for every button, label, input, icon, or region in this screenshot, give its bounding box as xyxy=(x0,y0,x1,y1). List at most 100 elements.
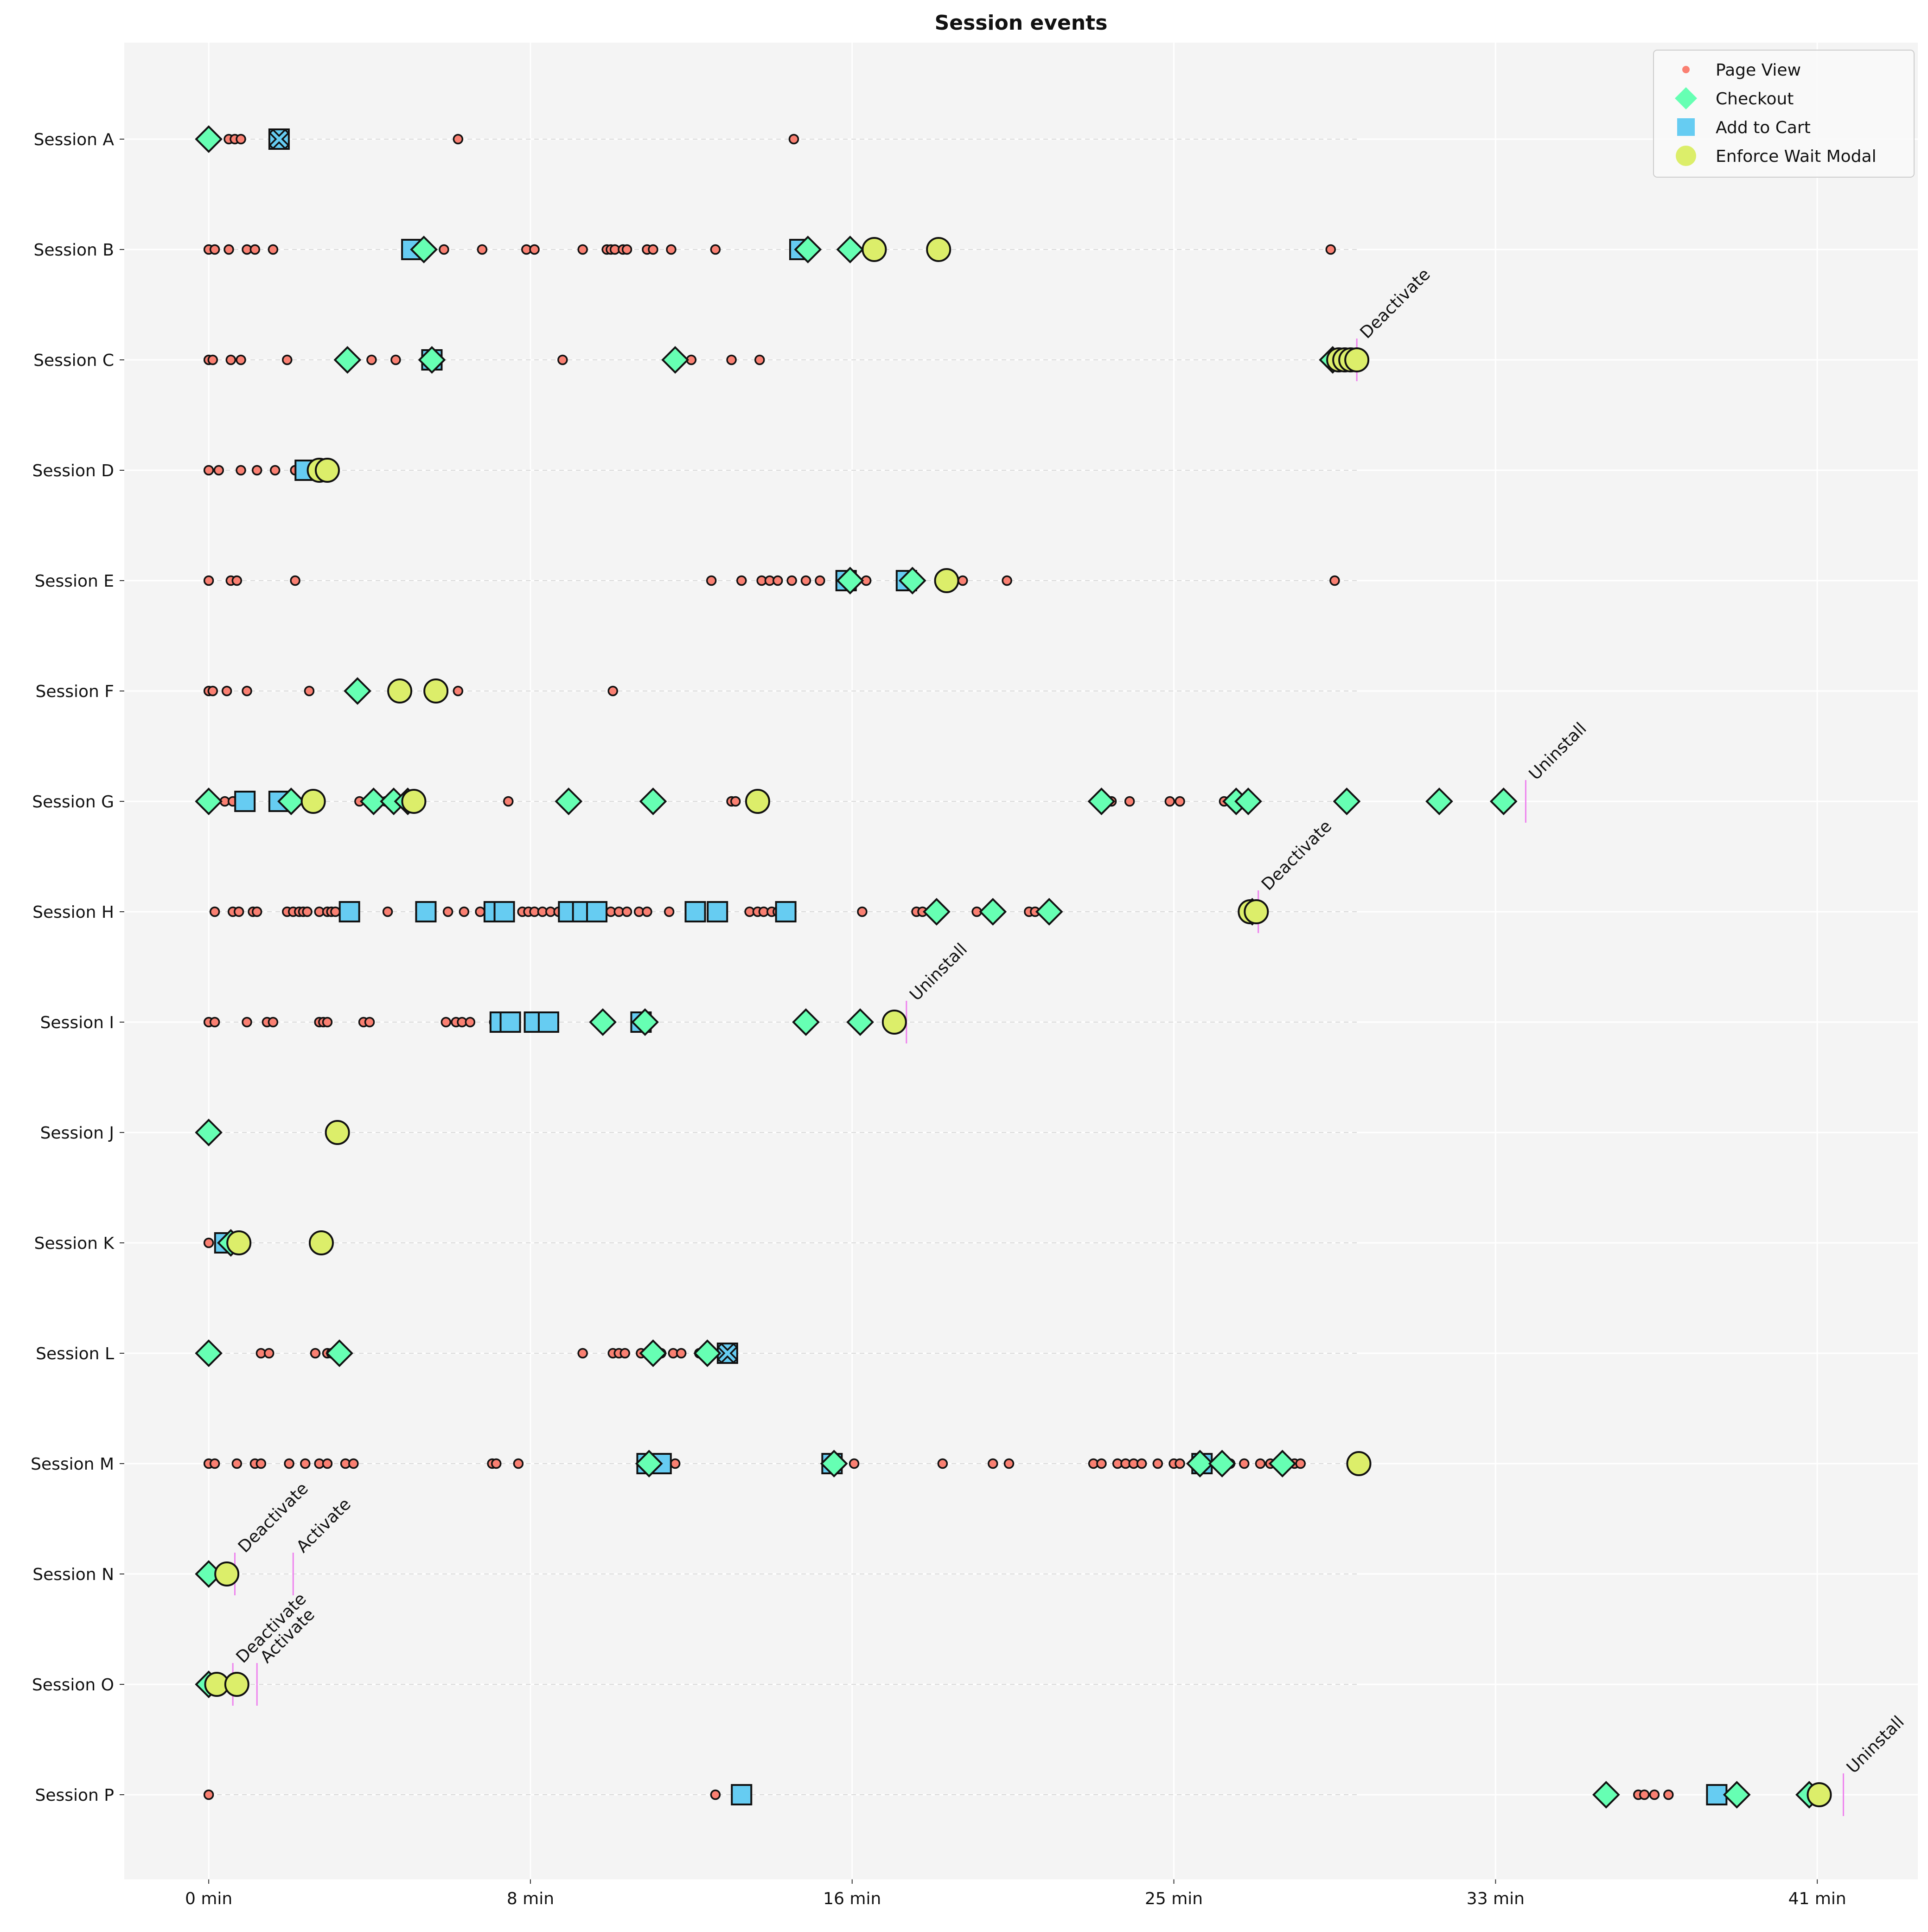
enforce-wait-modal-marker xyxy=(1244,899,1269,924)
page-view-marker xyxy=(706,575,717,586)
page-view-marker xyxy=(268,1017,279,1028)
page-view-marker xyxy=(577,244,588,255)
page-view-marker xyxy=(1002,575,1012,586)
page-view-marker xyxy=(221,685,232,697)
page-view-marker xyxy=(730,796,741,807)
page-view-marker xyxy=(290,575,300,586)
legend: Page View Checkout Add to Cart Enforce Wait… xyxy=(1653,50,1915,178)
checkout-marker xyxy=(836,236,864,263)
add-to-cart-marker xyxy=(586,901,608,922)
page-view-marker xyxy=(251,906,262,917)
legend-box xyxy=(1653,50,1915,178)
checkout-marker xyxy=(899,567,926,595)
add-to-cart-marker xyxy=(338,901,360,922)
page-view-marker xyxy=(676,1348,687,1359)
page-view-marker xyxy=(348,1458,359,1469)
checkout-marker xyxy=(410,236,438,263)
session-label: Session B xyxy=(34,241,115,260)
page-view-marker xyxy=(1255,1458,1266,1469)
cancel-marker xyxy=(717,1343,738,1364)
checkout-marker xyxy=(1186,1450,1214,1478)
page-view-marker xyxy=(1152,1458,1163,1469)
checkout-marker xyxy=(344,677,371,705)
page-view-marker xyxy=(1325,244,1336,255)
checkout-marker xyxy=(792,1008,820,1036)
add-to-cart-marker xyxy=(707,901,728,922)
checkout-marker xyxy=(1234,787,1262,815)
checkout-marker xyxy=(979,898,1007,926)
page-view-marker xyxy=(442,906,453,917)
session-label: Session F xyxy=(35,682,114,701)
session-label: Session H xyxy=(32,903,114,922)
checkout-marker xyxy=(836,567,864,595)
session-label: Session O xyxy=(32,1676,114,1695)
checkout-marker xyxy=(1333,787,1361,815)
add-to-cart-marker xyxy=(234,791,256,812)
page-view-marker xyxy=(1639,1789,1650,1800)
checkout-marker xyxy=(195,787,223,815)
cancel-marker xyxy=(268,128,290,150)
page-view-marker xyxy=(815,575,825,586)
chart-title: Session events xyxy=(935,11,1108,35)
y-axis: Session A Session B Session C Session D Sess… xyxy=(31,130,124,1805)
page-view-marker xyxy=(529,244,540,255)
page-view-marker xyxy=(268,244,279,255)
page-view-marker xyxy=(366,354,377,365)
checkout-marker xyxy=(333,346,362,374)
page-view-marker xyxy=(439,244,449,255)
page-view-marker xyxy=(390,354,401,365)
legend-label: Page View xyxy=(1716,61,1801,80)
enforce-wait-modal-marker xyxy=(934,568,959,593)
x-tick-label: 16 min xyxy=(823,1889,881,1908)
page-view-marker xyxy=(1295,1458,1306,1469)
page-view-marker xyxy=(249,244,261,255)
page-view-marker xyxy=(513,1458,524,1469)
enforce-wait-modal-marker xyxy=(226,1230,252,1255)
page-view-marker xyxy=(223,244,234,255)
page-view-marker xyxy=(459,906,470,917)
page-view-marker xyxy=(284,1458,294,1469)
page-view-marker xyxy=(281,354,293,365)
add-to-cart-marker xyxy=(537,1011,559,1033)
page-view-marker xyxy=(203,1789,214,1800)
plot-area xyxy=(124,43,1918,1879)
page-view-marker xyxy=(242,1017,252,1028)
page-view-marker xyxy=(788,134,799,145)
page-view-marker xyxy=(710,244,721,255)
page-view-marker xyxy=(203,575,214,586)
page-view-marker xyxy=(1124,796,1135,807)
checkout-marker xyxy=(635,1450,663,1478)
page-view-marker xyxy=(1175,796,1185,807)
session-label: Session G xyxy=(32,793,114,812)
legend-label: Checkout xyxy=(1716,90,1794,109)
page-view-marker xyxy=(209,906,220,917)
page-view-marker xyxy=(710,1789,721,1800)
page-view-marker xyxy=(619,1348,630,1359)
checkout-marker xyxy=(820,1450,848,1478)
page-view-marker xyxy=(491,1458,502,1469)
checkout-marker xyxy=(1087,787,1116,815)
page-view-marker xyxy=(263,1348,275,1359)
page-view-marker xyxy=(304,685,315,697)
checkout-marker xyxy=(359,787,388,815)
checkout-marker xyxy=(1268,1450,1296,1478)
add-to-cart-marker xyxy=(493,901,515,922)
page-view-marker xyxy=(621,906,632,917)
page-view-marker xyxy=(957,575,968,586)
checkout-marker xyxy=(1723,1781,1751,1809)
session-label: Session M xyxy=(31,1455,114,1474)
page-view-marker xyxy=(475,906,485,917)
session-label: Session P xyxy=(35,1786,114,1805)
page-view-marker xyxy=(1329,575,1340,586)
page-view-marker xyxy=(251,465,262,476)
legend-marker-page-view xyxy=(1682,66,1690,73)
enforce-wait-modal-marker xyxy=(308,1230,334,1255)
page-view-marker xyxy=(664,906,675,917)
add-to-cart-marker xyxy=(499,1011,521,1033)
page-view-marker xyxy=(736,575,747,586)
page-view-marker xyxy=(203,465,214,476)
page-view-marker xyxy=(236,134,246,145)
checkout-marker xyxy=(1592,1781,1620,1809)
data-marks xyxy=(195,125,1832,1809)
